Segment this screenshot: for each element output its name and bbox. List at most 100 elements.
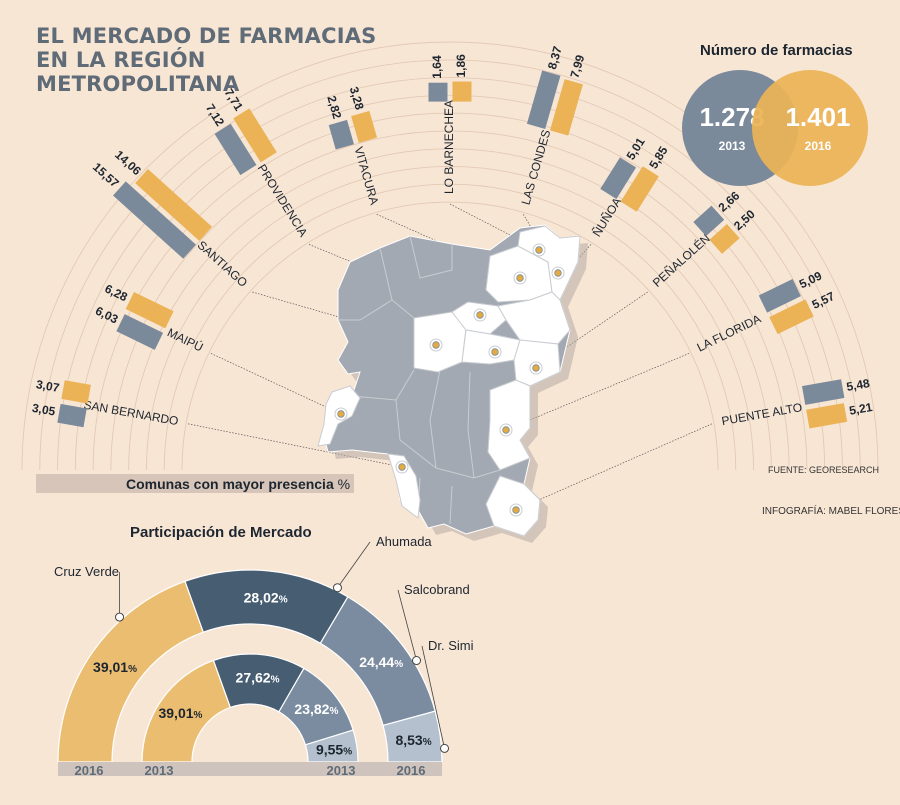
bar-2016-penalolen <box>709 224 740 254</box>
bar-2016-santiago <box>135 169 213 241</box>
map-dot-penalolen <box>532 364 540 372</box>
slice-value-outer-dr-simi: 8,53 <box>395 732 422 748</box>
value-label-2013-providencia: 7,12 <box>203 101 227 129</box>
bar-2016-providencia <box>233 108 277 163</box>
comunas-bar-label: Comunas con mayor presencia % <box>126 476 350 492</box>
value-label-2013-santiago: 15,57 <box>90 160 122 191</box>
bar-2013-providencia <box>214 123 257 176</box>
value-label-2013-lo-barnechea: 1,64 <box>430 55 444 79</box>
slice-unit-inner-salcobrand: % <box>329 706 338 717</box>
guide-arc <box>145 165 755 471</box>
year-baseline <box>58 762 442 776</box>
value-label-2016-la-florida: 5,57 <box>810 289 837 312</box>
numero-farmacias-title: Número de farmacias <box>700 42 853 59</box>
map-san-bernardo <box>387 453 421 519</box>
value-label-2016-maipu: 6,28 <box>103 281 130 304</box>
bar-2016-san-bernardo <box>61 380 91 404</box>
leader-san-bernardo <box>187 423 403 468</box>
map-dot-la-florida <box>502 426 510 434</box>
circle-year-2013: 2013 <box>719 139 746 153</box>
slice-unit-outer-ahumada: % <box>279 595 288 606</box>
circle-year-2016: 2016 <box>805 139 832 153</box>
guide-arc <box>57 77 843 471</box>
comunas-bar-unit: % <box>337 476 351 492</box>
map-dot-nunoa <box>491 348 499 356</box>
slice-label-outer-dr-simi: 8,53% <box>395 732 431 748</box>
map-dot-santiago <box>432 341 440 349</box>
slice-value-inner-cruz-verde: 39,01 <box>158 705 193 721</box>
slice-label-outer-ahumada: 28,02% <box>244 590 288 606</box>
value-label-2013-vitacura: 2,82 <box>324 94 344 121</box>
value-label-2013-san-bernardo: 3,05 <box>31 401 57 419</box>
bar-2016-la-florida <box>769 299 814 335</box>
circle-value-2016: 1.401 <box>785 102 850 132</box>
callout-name-salcobrand: Salcobrand <box>404 582 470 597</box>
bar-2013-lo-barnechea <box>428 82 448 102</box>
slice-value-outer-cruz-verde: 39,01 <box>93 659 128 675</box>
value-label-2013-la-florida: 5,09 <box>797 268 824 291</box>
slice-value-outer-salcobrand: 24,44 <box>359 654 394 670</box>
slice-unit-inner-ahumada: % <box>271 674 280 685</box>
slice-value-inner-salcobrand: 23,82 <box>294 701 329 717</box>
slice-label-inner-salcobrand: 23,82% <box>294 701 338 717</box>
value-label-2016-lo-barnechea: 1,86 <box>454 54 468 78</box>
slice-label-inner-cruz-verde: 39,01% <box>158 705 202 721</box>
category-label-puente-alto: PUENTE ALTO <box>720 400 803 428</box>
slice-unit-inner-cruz-verde: % <box>194 710 203 721</box>
bar-2013-vitacura <box>328 119 354 150</box>
map-dot-maipu <box>337 410 345 418</box>
slice-unit-outer-salcobrand: % <box>394 659 403 670</box>
map-dot-san-bernardo <box>398 463 406 471</box>
category-label-san-bernardo: SAN BERNARDO <box>83 398 180 428</box>
source-note: FUENTE: GEORESEARCH <box>768 465 880 475</box>
comunas-bar <box>36 474 354 493</box>
bar-2013-puente-alto <box>801 379 845 405</box>
bar-2013-la-florida <box>758 279 801 313</box>
map-lo-barnechea <box>517 225 581 301</box>
circle-2016 <box>752 70 868 186</box>
bar-2013-nunoa <box>600 157 637 199</box>
slice-outer-ahumada <box>184 569 349 645</box>
category-label-la-florida: LA FLORIDA <box>695 312 763 355</box>
callout-line-dr-simi <box>421 645 445 749</box>
value-label-2013-maipu: 6,03 <box>93 304 120 327</box>
bar-group-lo-barnechea: LO BARNECHEA 1,64 1,86 <box>428 54 472 194</box>
bar-group-san-bernardo: SAN BERNARDO 3,05 3,07 <box>31 377 180 428</box>
value-label-2016-san-bernardo: 3,07 <box>35 377 61 395</box>
value-label-2013-puente-alto: 5,48 <box>845 376 871 394</box>
bar-2016-maipu <box>125 291 174 329</box>
map-las-condes <box>497 291 571 345</box>
category-label-las-condes: LAS CONDES <box>519 128 554 206</box>
bar-group-nunoa: ÑUÑOA 5,015,85 <box>590 135 671 239</box>
category-label-lo-barnechea: LO BARNECHEA <box>442 100 456 194</box>
value-label-2016-puente-alto: 5,21 <box>848 400 874 418</box>
callout-dot-cruz-verde <box>115 612 125 622</box>
slice-unit-outer-dr-simi: % <box>423 737 432 748</box>
value-label-2016-vitacura: 3,28 <box>347 85 367 112</box>
map-dot-lo-barnechea <box>535 246 543 254</box>
guide-arc <box>39 59 861 471</box>
bar-2013-maipu <box>116 314 164 350</box>
slice-value-outer-ahumada: 28,02 <box>244 590 279 606</box>
callout-line-salcobrand <box>397 589 417 661</box>
participacion-charts: 39,01%28,02%24,44%8,53%39,01%27,62%23,82… <box>54 534 474 778</box>
bar-2016-nunoa <box>620 166 659 212</box>
value-label-2013-nunoa: 5,01 <box>624 135 648 163</box>
title-line-2: EN LA REGIÓN <box>36 48 206 72</box>
title-line-1: EL MERCADO DE FARMACIAS <box>36 24 377 48</box>
callout-dot-ahumada <box>332 583 342 593</box>
slice-label-inner-ahumada: 27,62% <box>236 669 280 685</box>
slice-unit-inner-dr-simi: % <box>343 746 352 757</box>
value-label-2013-penalolen: 2,66 <box>716 188 743 214</box>
bar-2013-penalolen <box>693 205 725 237</box>
bar-2016-puente-alto <box>806 403 848 429</box>
year-label-0: 2016 <box>75 763 104 778</box>
santiago-map <box>317 224 588 543</box>
callout-dot-dr-simi <box>440 743 450 753</box>
callout-name-ahumada: Ahumada <box>376 534 432 549</box>
